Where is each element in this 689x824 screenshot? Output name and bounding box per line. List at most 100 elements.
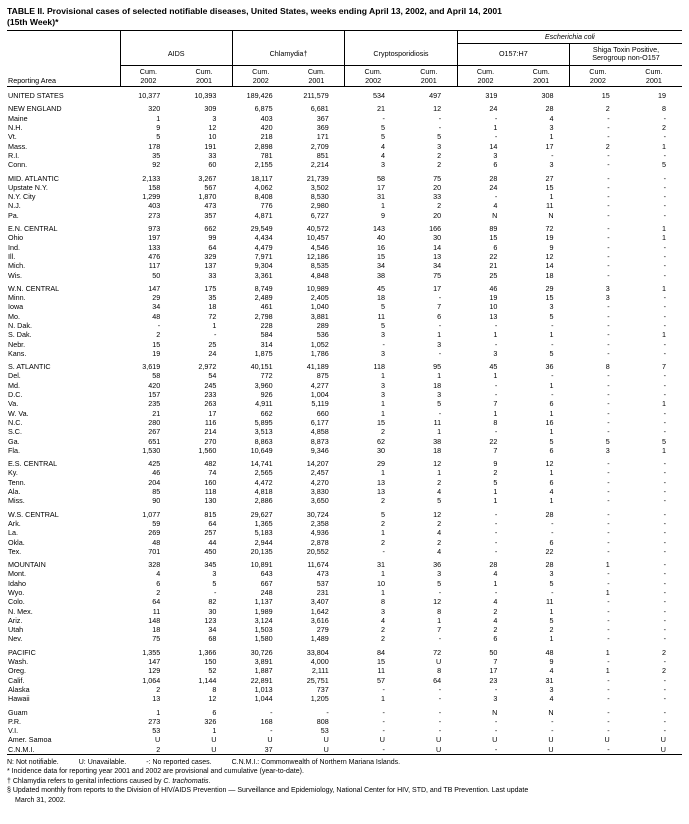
value-cell: 2 bbox=[662, 666, 666, 676]
header-spacer bbox=[231, 30, 345, 44]
value-cell: 4,277 bbox=[310, 380, 329, 390]
value-cell: 27 bbox=[545, 173, 554, 183]
value-cell: 5 bbox=[437, 399, 442, 409]
value-cell: 263 bbox=[204, 399, 217, 409]
value-cell: 1 bbox=[605, 666, 610, 676]
reporting-area-cell: PACIFIC bbox=[8, 647, 36, 657]
value-cell: - bbox=[494, 509, 498, 519]
value-cell: - bbox=[663, 201, 666, 211]
reporting-area-cell: Ky. bbox=[8, 468, 18, 478]
value-cell: - bbox=[494, 716, 498, 726]
value-cell: - bbox=[494, 390, 498, 400]
shiga-label-line1: Shiga Toxin Positive, bbox=[592, 44, 660, 54]
value-cell: - bbox=[663, 242, 666, 252]
table-row: Calif. 1,064 1,144 22,891 25,751 57 64 23 31 - - bbox=[7, 676, 682, 685]
value-cell: 15 bbox=[489, 233, 498, 243]
value-cell: 57 bbox=[376, 675, 385, 685]
value-cell: 12 bbox=[545, 251, 554, 261]
table-row: Ariz. 148 123 3,124 3,616 4 1 4 5 - - bbox=[7, 616, 682, 625]
value-cell: - bbox=[551, 528, 554, 538]
column-header-cum-2001: Cum. 2001 bbox=[176, 65, 233, 88]
value-cell: 1 bbox=[549, 192, 554, 202]
value-cell: U bbox=[379, 735, 385, 745]
value-cell: - bbox=[663, 182, 666, 192]
value-cell: - bbox=[663, 625, 666, 635]
value-cell: 2 bbox=[493, 625, 498, 635]
value-cell: 3 bbox=[380, 380, 385, 390]
value-cell: 6 bbox=[212, 707, 217, 717]
value-cell: 1 bbox=[437, 615, 442, 625]
value-cell: U bbox=[660, 744, 666, 754]
value-cell: 2,898 bbox=[254, 141, 273, 151]
value-cell: 21 bbox=[376, 104, 385, 114]
value-cell: - bbox=[663, 380, 666, 390]
value-cell: - bbox=[607, 417, 610, 427]
value-cell: - bbox=[326, 707, 329, 717]
value-cell: 2 bbox=[493, 606, 498, 616]
reporting-area-cell: Miss. bbox=[8, 496, 25, 506]
value-cell: 18 bbox=[433, 380, 442, 390]
value-cell: 3,881 bbox=[310, 311, 329, 321]
reporting-area-cell: Iowa bbox=[8, 302, 24, 312]
value-cell: 44 bbox=[208, 537, 217, 547]
value-cell: 62 bbox=[376, 436, 385, 446]
value-cell: 15 bbox=[152, 339, 161, 349]
table-row: N.H. 9 12 420 369 5 - 1 3 - 2 bbox=[7, 123, 682, 132]
value-cell: 1 bbox=[212, 726, 217, 736]
value-cell: 89 bbox=[489, 224, 498, 234]
cryptosporidiosis-column-group: Cryptosporidiosis bbox=[344, 43, 458, 66]
value-cell: 1 bbox=[662, 399, 666, 409]
value-cell: 9 bbox=[156, 123, 161, 133]
value-cell: 3,361 bbox=[254, 270, 273, 280]
value-cell: U bbox=[660, 735, 666, 745]
value-cell: 19 bbox=[658, 91, 666, 101]
value-cell: 1 bbox=[380, 371, 385, 381]
value-cell: - bbox=[607, 726, 610, 736]
value-cell: 345 bbox=[204, 560, 217, 570]
reporting-area-cell: Hawaii bbox=[8, 694, 30, 704]
value-cell: 3 bbox=[549, 123, 554, 133]
value-cell: 90 bbox=[152, 496, 161, 506]
value-cell: 2 bbox=[662, 123, 666, 133]
value-cell: 11 bbox=[377, 666, 385, 676]
value-cell: - bbox=[663, 675, 666, 685]
value-cell: 59 bbox=[152, 518, 161, 528]
value-cell: - bbox=[663, 251, 666, 261]
value-cell: 1 bbox=[662, 233, 666, 243]
value-cell: - bbox=[382, 684, 385, 694]
value-cell: 1 bbox=[380, 201, 385, 211]
value-cell: 3,650 bbox=[310, 496, 329, 506]
value-cell: 14 bbox=[433, 242, 442, 252]
value-cell: U bbox=[435, 657, 442, 667]
value-cell: 33 bbox=[208, 270, 217, 280]
value-cell: 13 bbox=[489, 311, 498, 321]
table-row: Ky. 46 74 2,565 2,457 1 1 2 1 - - bbox=[7, 468, 682, 477]
value-cell: 64 bbox=[208, 518, 217, 528]
value-cell: 1,052 bbox=[310, 339, 329, 349]
legend-line: N: Not notifiable. U: Unavailable. -: No r… bbox=[7, 758, 682, 767]
reporting-area-cell: S.C. bbox=[8, 427, 22, 437]
value-cell: 3 bbox=[380, 348, 385, 358]
value-cell: U bbox=[492, 735, 498, 745]
value-cell: 168 bbox=[260, 716, 273, 726]
reporting-area-cell: Pa. bbox=[8, 210, 19, 220]
value-cell: - bbox=[607, 509, 610, 519]
value-cell: - bbox=[607, 192, 610, 202]
value-cell: 84 bbox=[376, 647, 385, 657]
value-cell: 158 bbox=[148, 182, 161, 192]
table-row: E.N. CENTRAL 973 662 29,549 40,572 143 166 89 72… bbox=[7, 220, 682, 233]
footnote-hiv-update-line2: March 31, 2002. bbox=[15, 796, 66, 804]
footnote-provisional: * Incidence data for reporting year 2001… bbox=[7, 768, 304, 776]
value-cell: 4 bbox=[549, 694, 554, 704]
value-cell: 369 bbox=[316, 123, 329, 133]
value-cell: 815 bbox=[204, 509, 217, 519]
value-cell: 14 bbox=[489, 141, 498, 151]
value-cell: 9,304 bbox=[254, 261, 273, 271]
value-cell: - bbox=[607, 339, 610, 349]
table-row: Upstate N.Y. 158 567 4,062 3,502 17 20 24 15 - - bbox=[7, 183, 682, 192]
value-cell: - bbox=[494, 726, 498, 736]
value-cell: 737 bbox=[316, 684, 329, 694]
value-cell: 403 bbox=[148, 201, 161, 211]
value-cell: - bbox=[663, 192, 666, 202]
value-cell: 926 bbox=[260, 390, 273, 400]
